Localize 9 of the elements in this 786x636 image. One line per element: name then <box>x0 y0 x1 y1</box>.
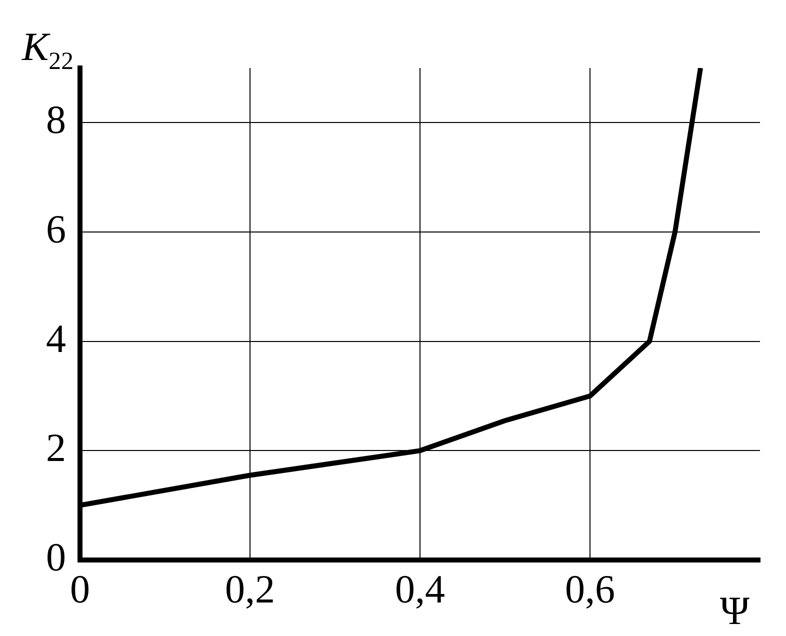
x-tick-label: 0,4 <box>395 566 445 612</box>
y-tick-label: 0 <box>46 534 66 580</box>
x-tick-label: 0,6 <box>565 566 615 612</box>
x-tick-label: 0,2 <box>225 566 275 612</box>
y-tick-label: 4 <box>46 316 66 361</box>
x-axis-title: Ψ <box>720 588 750 633</box>
y-tick-label: 2 <box>46 425 66 470</box>
y-tick-label: 6 <box>46 206 66 252</box>
y-tick-label: 8 <box>46 97 66 142</box>
